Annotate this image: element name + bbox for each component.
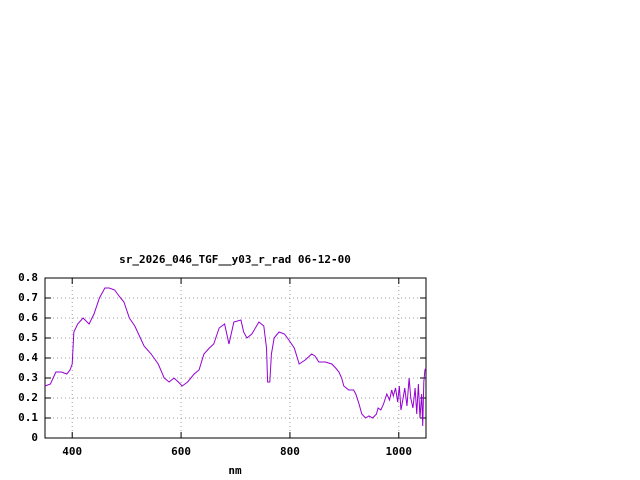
y-tick-label: 0.3 xyxy=(18,371,38,384)
y-tick-label: 0.4 xyxy=(18,351,38,364)
plot-frame xyxy=(44,277,427,439)
chart-title: sr_2026_046_TGF__y03_r_rad 06-12-00 xyxy=(119,253,351,266)
y-tick-label: 0.1 xyxy=(18,411,38,424)
y-tick-label: 0.7 xyxy=(18,291,38,304)
y-tick-label: 0 xyxy=(31,431,38,444)
x-axis-label: nm xyxy=(228,464,242,477)
y-tick-label: 0.5 xyxy=(18,331,38,344)
y-tick-label: 0.8 xyxy=(18,271,38,284)
y-tick-label: 0.2 xyxy=(18,391,38,404)
x-tick-label: 1000 xyxy=(386,445,413,458)
data-line xyxy=(44,287,427,427)
x-tick-label: 600 xyxy=(171,445,191,458)
y-tick-label: 0.6 xyxy=(18,311,38,324)
x-tick-label: 400 xyxy=(62,445,82,458)
x-tick-label: 800 xyxy=(280,445,300,458)
